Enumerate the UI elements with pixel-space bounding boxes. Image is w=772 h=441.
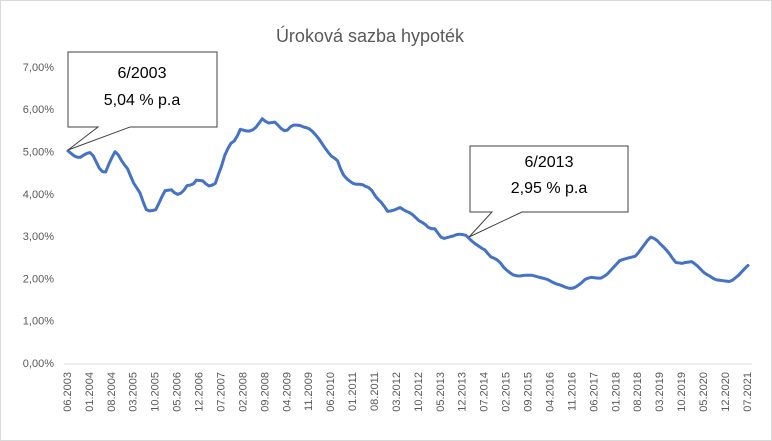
x-tick-label: 01.2004	[84, 372, 96, 412]
x-tick-label: 10.2012	[413, 372, 425, 412]
callout-text: 2,95 % p.a	[511, 180, 588, 197]
callout-box	[468, 145, 629, 238]
x-tick-label: 09.2008	[259, 372, 271, 412]
line-series	[66, 117, 750, 290]
x-tick-label: 05.2006	[172, 372, 184, 412]
x-tick-label: 06.2003	[62, 372, 74, 412]
x-tick-label: 07.2021	[742, 372, 754, 412]
x-tick-label: 10.2019	[676, 372, 688, 412]
x-tick-label: 06.2010	[325, 372, 337, 412]
x-tick-label: 05.2020	[698, 372, 710, 412]
x-tick-label: 09.2015	[523, 372, 535, 412]
x-tick-label: 12.2013	[457, 372, 469, 412]
x-tick-label: 04.2009	[281, 372, 293, 412]
x-tick-label: 08.2018	[632, 372, 644, 412]
x-tick-label: 03.2005	[128, 372, 140, 412]
x-tick-label: 03.2012	[391, 372, 403, 412]
y-tick-label: 7,00%	[23, 62, 54, 74]
x-tick-label: 10.2005	[150, 372, 162, 412]
x-tick-label: 06.2017	[588, 372, 600, 412]
callout-text: 6/2013	[525, 154, 574, 171]
y-tick-label: 4,00%	[23, 189, 54, 201]
y-tick-label: 6,00%	[23, 104, 54, 116]
x-tick-label: 01.2018	[610, 372, 622, 412]
y-tick-label: 0,00%	[23, 358, 54, 370]
y-tick-label: 5,00%	[23, 146, 54, 158]
y-tick-label: 2,00%	[23, 273, 54, 285]
y-tick-label: 1,00%	[23, 316, 54, 328]
y-tick-label: 3,00%	[23, 231, 54, 243]
x-tick-label: 12.2020	[720, 372, 732, 412]
x-tick-label: 11.2016	[566, 372, 578, 411]
x-tick-label: 05.2013	[435, 372, 447, 412]
x-tick-label: 03.2019	[654, 372, 666, 412]
x-tick-label: 08.2011	[369, 372, 381, 411]
x-tick-label: 01.2011	[347, 372, 359, 411]
plot-area: 0,00% 1,00% 2,00% 3,00% 4,00% 5,00% 6,00% 7,00%…	[23, 62, 754, 412]
callout-box	[67, 51, 218, 151]
x-tick-label: 02.2008	[237, 372, 249, 412]
x-tick-label: 04.2016	[544, 372, 556, 412]
callout-text: 6/2003	[118, 65, 167, 82]
x-tick-label: 07.2007	[215, 372, 227, 412]
callout-text: 5,04 % p.a	[104, 92, 181, 109]
chart-title: Úroková sazba hypoték	[276, 25, 465, 46]
x-tick-label: 12.2006	[194, 372, 206, 412]
x-tick-label: 02.2015	[501, 372, 513, 412]
x-tick-label: 11.2009	[303, 372, 315, 411]
x-tick-label: 07.2014	[479, 372, 491, 412]
x-tick-label: 08.2004	[106, 372, 118, 412]
